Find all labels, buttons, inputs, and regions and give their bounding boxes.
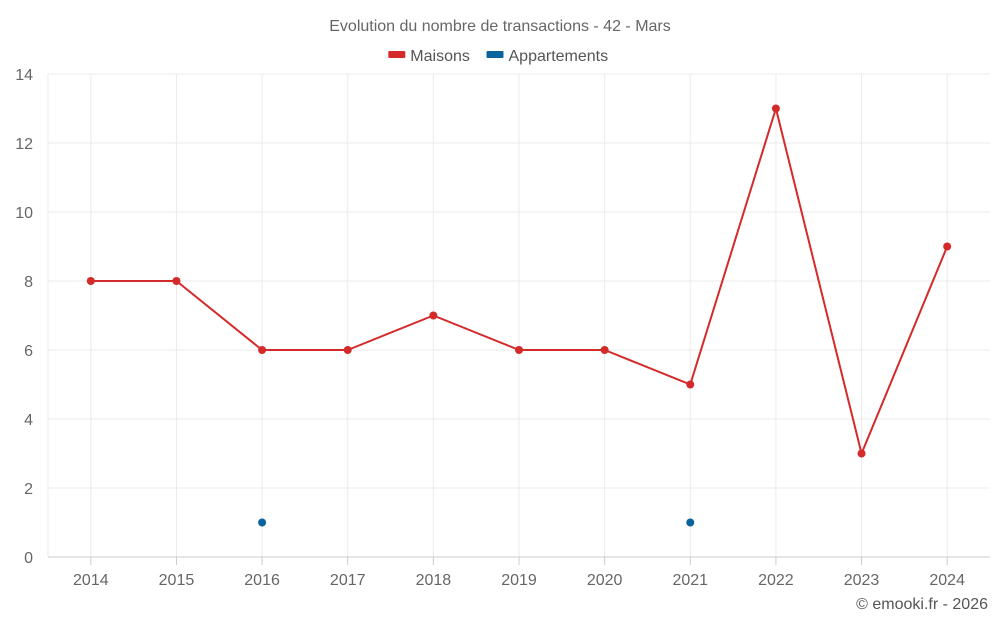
- grid-lines: [47, 73, 990, 557]
- data-point-maisons: [600, 346, 609, 354]
- data-point-maisons: [857, 449, 866, 458]
- y-tick-label: 2: [24, 481, 33, 498]
- x-tick-label: 2023: [844, 572, 880, 589]
- series-appartements: [258, 518, 695, 527]
- chart-title: Evolution du nombre de transactions - 42…: [329, 18, 671, 35]
- x-tick-label: 2022: [758, 572, 794, 589]
- y-tick-label: 6: [24, 343, 33, 360]
- data-point-appartements: [258, 518, 267, 527]
- legend-label-maisons: Maisons: [410, 48, 470, 65]
- series-group: [86, 104, 952, 527]
- x-tick-label: 2018: [416, 572, 452, 589]
- x-tick-label: 2021: [672, 572, 708, 589]
- series-maisons: [86, 104, 952, 458]
- legend[interactable]: Maisons Appartements: [388, 48, 608, 65]
- legend-swatch-maisons: [388, 51, 406, 58]
- data-point-maisons: [686, 380, 695, 389]
- data-point-maisons: [172, 277, 181, 285]
- y-tick-label: 4: [24, 412, 33, 429]
- data-point-appartements: [686, 518, 695, 527]
- x-tick-label: 2019: [501, 572, 537, 589]
- legend-item-appartements[interactable]: Appartements: [486, 48, 609, 65]
- data-point-maisons: [343, 346, 352, 354]
- y-tick-label: 10: [15, 205, 33, 222]
- x-tick-label: 2017: [330, 572, 366, 589]
- data-point-maisons: [515, 346, 523, 354]
- x-tick-label: 2024: [929, 572, 965, 589]
- legend-label-appartements: Appartements: [509, 48, 609, 65]
- y-tick-label: 12: [15, 136, 33, 153]
- axes: 0 2 4 6 8 10 12 14 2014 2015 2016 2017 2018 2019 2020 2…: [15, 67, 990, 589]
- data-point-maisons: [258, 346, 267, 354]
- x-tick-label: 2020: [587, 572, 623, 589]
- legend-item-maisons[interactable]: Maisons: [388, 48, 470, 65]
- x-tick-label: 2014: [73, 572, 109, 589]
- data-point-maisons: [86, 277, 95, 285]
- y-tick-label: 14: [15, 67, 33, 84]
- y-tick-label: 8: [24, 274, 33, 291]
- y-tick-label: 0: [24, 550, 33, 567]
- data-point-maisons: [771, 104, 780, 113]
- chart-credit: © emooki.fr - 2026: [856, 596, 988, 613]
- data-point-maisons: [943, 242, 952, 251]
- legend-swatch-appartements: [486, 51, 504, 58]
- x-tick-label: 2015: [159, 572, 195, 589]
- data-point-maisons: [429, 311, 438, 320]
- x-tick-label: 2016: [244, 572, 280, 589]
